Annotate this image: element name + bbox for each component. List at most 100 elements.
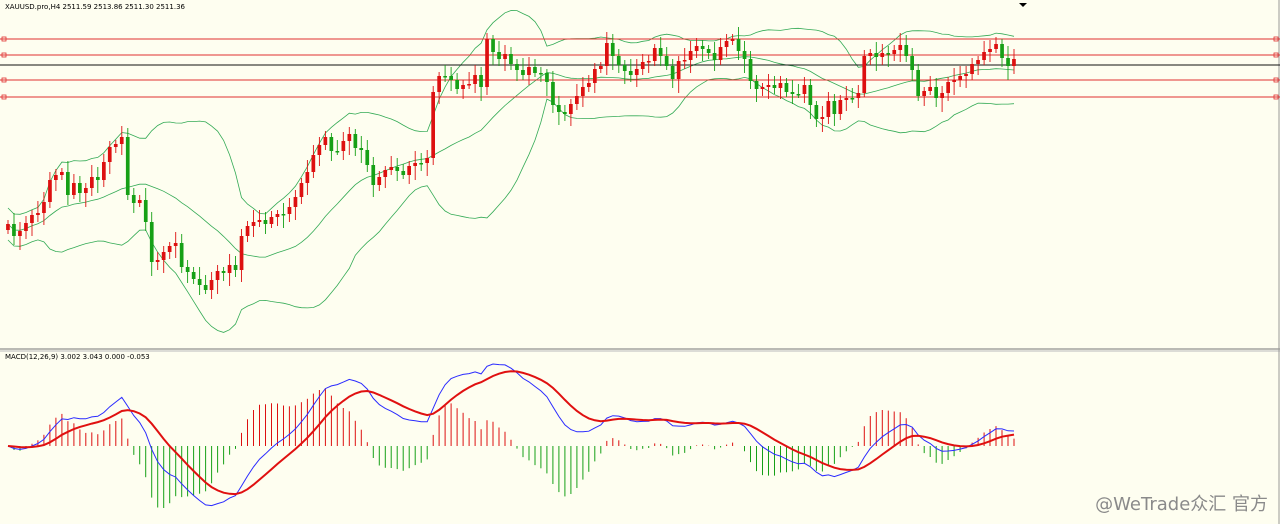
candle-body (179, 243, 184, 267)
candle-body (712, 53, 717, 60)
candle-body (838, 100, 843, 114)
candle-body (317, 145, 322, 155)
candle-body (670, 66, 675, 79)
candle-body (377, 177, 382, 185)
level-handle-right (1273, 94, 1279, 100)
candle-body (658, 48, 663, 56)
candle-body (515, 64, 519, 70)
candle-body (341, 141, 346, 151)
candle-body (946, 82, 950, 93)
candle-body (616, 56, 621, 65)
candle-body (335, 151, 340, 153)
candle-body (766, 85, 771, 87)
candle-body (676, 61, 681, 79)
candle-body (970, 64, 974, 74)
candle-body (455, 80, 459, 89)
candle-body (473, 75, 477, 84)
candle-body (107, 147, 112, 162)
candle-body (634, 69, 639, 75)
candle-body (916, 70, 920, 96)
candle-body (113, 144, 118, 147)
candle-body (413, 163, 417, 166)
candle-body (748, 59, 753, 81)
candle-body (814, 105, 819, 119)
candle-body (934, 87, 938, 98)
candle-body (66, 172, 70, 195)
candle-body (90, 177, 94, 188)
candle-body (233, 265, 238, 270)
candle-body (706, 49, 711, 53)
candle-body (60, 172, 64, 175)
candle-body (239, 236, 244, 270)
candle-body (18, 231, 22, 236)
candle-body (503, 54, 507, 59)
candle-body (509, 54, 513, 64)
candle-body (557, 105, 561, 112)
candle-body (12, 224, 16, 236)
candle-body (533, 67, 537, 73)
candle-body (209, 280, 214, 290)
candle-body (874, 53, 879, 57)
candle-body (1000, 44, 1004, 58)
candle-body (904, 45, 909, 56)
candle-body (688, 51, 693, 60)
candle-body (605, 43, 609, 66)
candle-body (742, 51, 747, 59)
level-handle-right (1273, 77, 1279, 83)
candle-body (545, 73, 549, 82)
price-panel-header: XAUUSD.pro,H4 2511.59 2513.86 2511.30 25… (5, 3, 185, 11)
candle-body (401, 171, 406, 175)
candle-body (646, 61, 651, 63)
candle-body (257, 220, 262, 222)
candle-body (42, 202, 46, 213)
candle-body (173, 243, 178, 246)
candle-body (527, 67, 531, 75)
candle-body (102, 162, 106, 180)
candle-body (353, 134, 358, 148)
candle-body (551, 82, 555, 105)
candle-body (808, 85, 813, 105)
candle-body (593, 69, 597, 83)
candle-body (521, 70, 525, 75)
candle-body (263, 220, 268, 224)
candle-body (982, 52, 986, 60)
candle-body (952, 80, 956, 82)
candle-body (197, 279, 202, 285)
candle-body (185, 267, 190, 272)
candle-body (856, 93, 861, 98)
candle-body (862, 56, 867, 93)
candle-body (293, 197, 298, 207)
candle-body (479, 75, 483, 87)
candle-body (275, 214, 280, 217)
candle-body (928, 87, 932, 91)
candle-body (251, 222, 256, 226)
bollinger-upper-band (7, 10, 1015, 215)
candle-body (778, 83, 783, 88)
bollinger-lower-band (7, 76, 1015, 333)
candle-body (599, 66, 603, 69)
candle-body (754, 81, 759, 89)
candle-body (143, 200, 148, 222)
candle-body (419, 163, 423, 165)
watermark: @WeTrade众汇 官方 (1095, 494, 1268, 515)
candle-body (269, 217, 274, 224)
level-handle-right (1273, 52, 1279, 58)
candle-body (287, 207, 292, 214)
candle-body (850, 98, 855, 100)
candle-body (395, 167, 400, 171)
candle-body (826, 101, 831, 117)
candle-body (664, 56, 669, 66)
candle-body (922, 91, 926, 96)
candle-body (281, 214, 286, 216)
candle-body (790, 92, 795, 94)
candle-body (976, 60, 980, 64)
candle-body (868, 53, 873, 56)
candle-body (119, 137, 124, 144)
candle-body (78, 183, 82, 193)
candle-body (215, 271, 220, 280)
candle-body (431, 92, 435, 158)
candle-body (772, 85, 777, 88)
candle-body (203, 285, 208, 290)
